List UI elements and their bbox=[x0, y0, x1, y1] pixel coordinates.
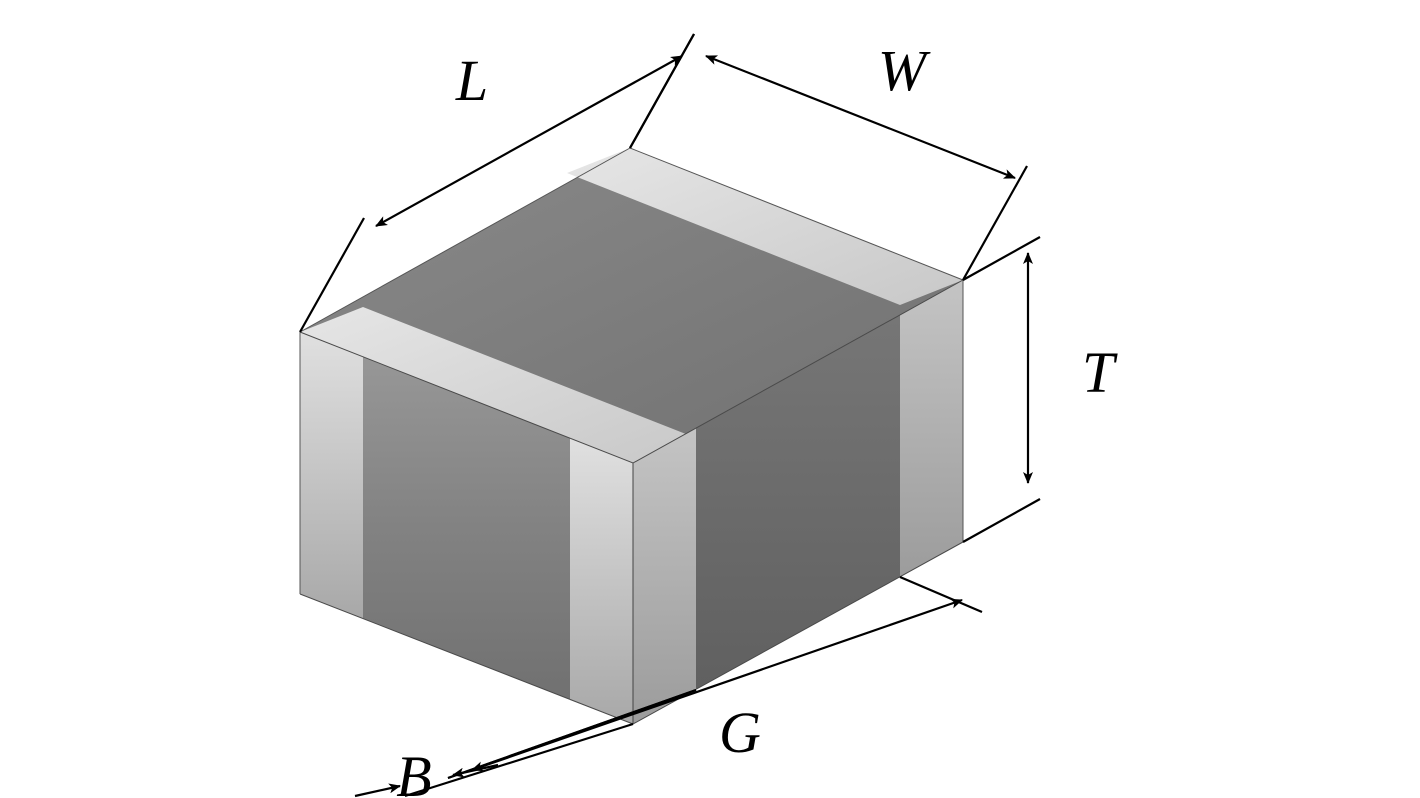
terminal-front-left-right bbox=[570, 438, 633, 724]
dim-B-left bbox=[355, 786, 400, 796]
ext-T-2 bbox=[963, 499, 1040, 542]
label-W: W bbox=[878, 38, 931, 103]
ext-B-2 bbox=[448, 690, 696, 778]
dim-W bbox=[706, 56, 1015, 178]
component-body bbox=[300, 148, 963, 724]
terminal-front-left-left bbox=[300, 332, 363, 618]
terminal-front-right-right bbox=[900, 280, 963, 577]
terminal-front-right-left bbox=[633, 428, 696, 724]
label-G: G bbox=[719, 700, 761, 765]
ext-B-1 bbox=[405, 724, 633, 796]
label-T: T bbox=[1082, 340, 1118, 405]
ext-W-1 bbox=[630, 34, 694, 148]
label-L: L bbox=[455, 48, 488, 113]
label-B: B bbox=[396, 744, 431, 798]
